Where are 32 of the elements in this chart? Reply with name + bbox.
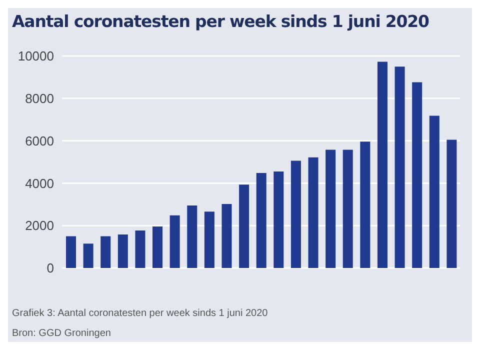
- bar: [239, 184, 250, 268]
- bar: [222, 204, 232, 268]
- y-tick-label: 10000: [18, 48, 54, 64]
- bar: [170, 215, 180, 268]
- bar: [100, 236, 111, 268]
- y-tick-label: 8000: [25, 91, 54, 106]
- bar: [360, 142, 370, 268]
- bar: [66, 236, 76, 268]
- y-tick-label: 6000: [25, 133, 54, 148]
- bar: [187, 205, 198, 268]
- text: Grafiek 3: Aantal coronatesten per week sinds 1 juni 2020: [12, 308, 268, 319]
- bar: [152, 226, 163, 268]
- bar: [308, 157, 318, 268]
- y-tick-label: 0: [46, 260, 54, 276]
- y-tick-label: 2000: [25, 218, 54, 234]
- bar: [394, 66, 405, 268]
- bar: [429, 116, 440, 268]
- text: Bron: GGD Groningen: [12, 328, 111, 339]
- bar: [118, 234, 128, 268]
- bar: [326, 150, 336, 268]
- bar: [446, 140, 457, 268]
- bar: [412, 82, 422, 268]
- bar: [204, 212, 214, 268]
- bar: [377, 62, 388, 268]
- bar: [135, 230, 146, 268]
- chart-title: Aantal coronatesten per week sinds 1 juni 2020: [12, 12, 429, 31]
- bar: [256, 173, 266, 268]
- bar: [290, 160, 301, 268]
- bar: [342, 150, 353, 268]
- bar: [274, 172, 284, 268]
- bar: [83, 244, 94, 268]
- y-tick-label: 4000: [25, 176, 54, 191]
